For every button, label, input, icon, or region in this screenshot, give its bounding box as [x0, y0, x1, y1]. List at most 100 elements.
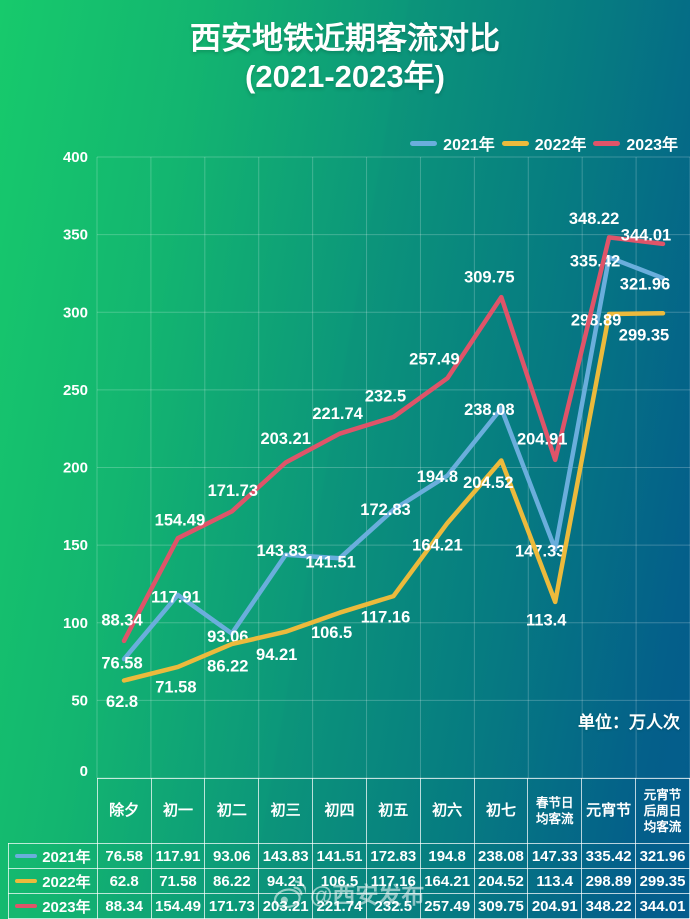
- y-tick-label: 0: [80, 763, 88, 779]
- data-label: 94.21: [256, 646, 297, 664]
- series-line-2023: [121, 235, 666, 644]
- legend-item-2022: 2022年: [501, 131, 587, 155]
- table-value-cell: 94.21: [258, 868, 314, 894]
- table-row-label: 2021年: [8, 843, 98, 869]
- data-label: 147.33: [515, 543, 565, 561]
- table-header-cell: 初一: [150, 778, 206, 844]
- data-label: 232.5: [365, 387, 406, 405]
- data-table: 除夕 初一 初二 初三 初四 初五 初六 初七 春节日均客流 元宵节 元宵节后周日均客流 2021年 7…: [8, 778, 690, 919]
- series-swatch: [15, 879, 38, 883]
- y-tick-label: 250: [63, 382, 88, 399]
- y-tick-label: 50: [71, 692, 88, 709]
- y-tick-label: 100: [63, 615, 88, 632]
- table-header-cell: 元宵节: [581, 778, 637, 844]
- table-value-cell: 76.58: [96, 843, 152, 869]
- table-value-cell: 117.16: [365, 868, 421, 894]
- table-value-cell: 106.5: [312, 868, 367, 894]
- table-value-cell: 172.83: [365, 843, 421, 869]
- series-line-2022: [121, 311, 666, 683]
- table-row-label: 2023年: [8, 893, 98, 919]
- table-value-cell: 335.42: [581, 843, 637, 869]
- table-row: 2022年 62.8 71.58 86.22 94.21 106.5 117.16 164.2…: [8, 868, 690, 894]
- table-value-cell: 147.33: [527, 843, 583, 869]
- legend-swatch: [501, 140, 529, 146]
- legend-swatch: [593, 140, 621, 146]
- data-label: 117.91: [151, 588, 201, 606]
- legend-item-2021: 2021年: [410, 131, 495, 155]
- data-label: 117.16: [361, 608, 411, 626]
- table-value-cell: 171.73: [204, 893, 260, 919]
- table-value-cell: 113.4: [527, 868, 583, 894]
- table-value-cell: 62.8: [96, 868, 152, 894]
- legend-item-2023: 2023年: [593, 131, 678, 155]
- data-label: 348.22: [569, 210, 619, 228]
- table-value-cell: 204.52: [473, 868, 529, 894]
- series-swatch: [15, 854, 38, 858]
- data-label: 86.22: [207, 657, 248, 675]
- table-value-cell: 143.83: [258, 843, 314, 869]
- data-label: 299.35: [619, 327, 669, 345]
- table-value-cell: 348.22: [581, 893, 637, 919]
- line-chart: 05010015020025030035040076.58117.9193.06…: [63, 149, 671, 779]
- data-label: 238.08: [464, 401, 514, 419]
- table-value-cell: 203.21: [258, 893, 314, 919]
- table-corner-ghost: [9, 779, 98, 844]
- table-row: 2021年 76.58 117.91 93.06 143.83 141.51 172.83 1…: [8, 843, 690, 869]
- table-header-cell: 初七: [473, 778, 529, 844]
- table-header-cell: 初六: [419, 778, 475, 844]
- series-swatch: [15, 904, 38, 908]
- data-label: 113.4: [526, 611, 567, 629]
- table-header-cell: 除夕: [96, 778, 152, 844]
- data-label: 141.51: [305, 554, 355, 572]
- unit-label: 单位：万人次: [578, 713, 680, 732]
- data-label: 204.52: [463, 474, 513, 492]
- data-label: 171.73: [208, 482, 258, 500]
- legend-label: 2021年: [443, 137, 495, 154]
- table-value-cell: 298.89: [581, 868, 637, 894]
- table-value-cell: 204.91: [527, 893, 583, 919]
- data-label: 164.21: [412, 536, 462, 554]
- table-value-cell: 164.21: [419, 868, 475, 894]
- data-label: 62.8: [106, 693, 138, 711]
- series-name: 2022年: [42, 873, 91, 891]
- y-tick-label: 150: [63, 537, 88, 554]
- table-header-cell: 初四: [312, 778, 367, 844]
- table-value-cell: 221.74: [312, 893, 367, 919]
- legend-swatch: [410, 140, 438, 146]
- data-label: 335.42: [570, 253, 620, 271]
- data-label: 71.58: [155, 678, 196, 696]
- table-header-row: 除夕 初一 初二 初三 初四 初五 初六 初七 春节日均客流 元宵节 元宵节后周日均客流: [9, 778, 690, 844]
- table-header-cell: 春节日均客流: [527, 778, 583, 844]
- y-tick-label: 350: [63, 227, 88, 244]
- table-value-cell: 71.58: [150, 868, 206, 894]
- series-name: 2021年: [42, 848, 91, 866]
- data-label: 257.49: [409, 351, 459, 369]
- data-label: 194.8: [417, 468, 458, 486]
- data-label: 298.89: [571, 311, 621, 329]
- table-header-cell: 元宵节后周日均客流: [635, 778, 690, 844]
- table-value-cell: 321.96: [635, 843, 690, 869]
- table-header-cell: 初五: [365, 778, 421, 844]
- table-header-cell: 初三: [258, 778, 314, 844]
- table-value-cell: 344.01: [635, 893, 690, 919]
- data-label: 76.58: [101, 654, 142, 672]
- y-tick-label: 400: [63, 149, 88, 166]
- series-line-2021: [121, 255, 666, 662]
- data-label: 344.01: [621, 226, 671, 244]
- legend-label: 2022年: [534, 137, 587, 154]
- data-label: 143.83: [256, 542, 306, 560]
- table-value-cell: 232.5: [365, 893, 421, 919]
- data-label: 221.74: [312, 405, 363, 423]
- y-tick-label: 200: [63, 460, 88, 477]
- table-value-cell: 309.75: [473, 893, 529, 919]
- table-value-cell: 154.49: [150, 893, 206, 919]
- data-label: 154.49: [155, 512, 205, 530]
- table-row-label: 2022年: [8, 868, 98, 894]
- data-label: 204.91: [517, 430, 567, 448]
- table-value-cell: 238.08: [473, 843, 529, 869]
- table-value-cell: 88.34: [96, 893, 152, 919]
- table-value-cell: 194.8: [419, 843, 475, 869]
- title-line-1: 西安地铁近期客流对比: [190, 21, 500, 56]
- data-label: 106.5: [311, 624, 352, 642]
